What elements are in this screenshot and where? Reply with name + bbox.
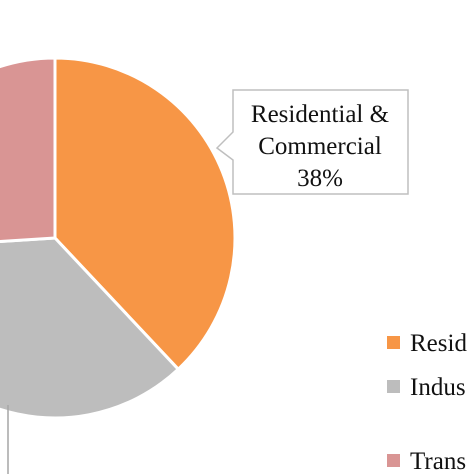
legend-swatch-industrial — [387, 380, 400, 393]
data-label-residential: Residential & Commercial 38% — [215, 89, 409, 195]
legend-label-industrial: Indus — [410, 374, 466, 401]
legend-label-transport: Trans — [410, 448, 466, 474]
data-label-line2: Commercial — [258, 133, 382, 160]
legend-item-transport: Trans — [387, 448, 466, 474]
pie-slices — [0, 56, 237, 420]
pie-slice-industrial — [0, 236, 180, 420]
pie-slice-residential — [53, 56, 237, 371]
legend-label-residential: Resid — [410, 330, 467, 357]
legend-item-industrial: Indus — [387, 374, 466, 401]
legend: Resid Indus Trans — [387, 330, 467, 474]
data-label-callout — [215, 89, 409, 195]
legend-swatch-residential — [387, 336, 400, 349]
pie-slice-transport — [0, 56, 57, 243]
data-label-line1: Residential & — [251, 101, 389, 128]
legend-swatch-transport — [387, 454, 400, 467]
data-label-value: 38% — [297, 165, 343, 192]
legend-item-residential: Resid — [387, 330, 467, 357]
